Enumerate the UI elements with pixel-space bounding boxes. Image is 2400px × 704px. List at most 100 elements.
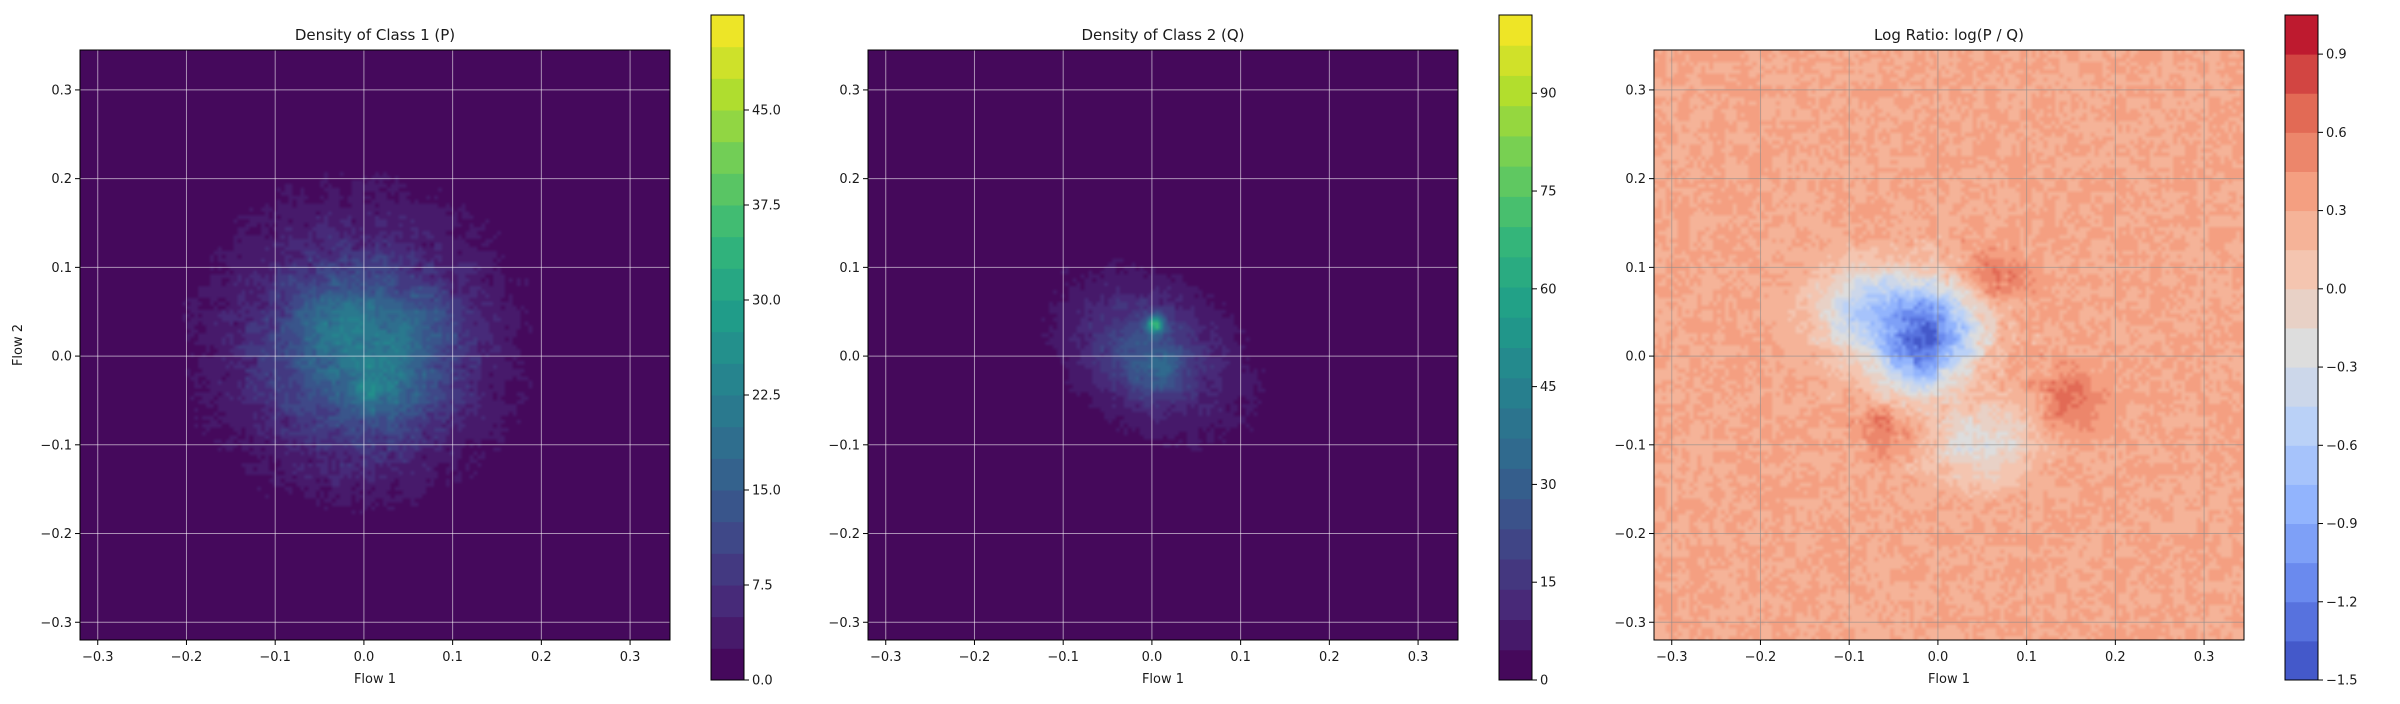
y-tick-label: 0.1 [839, 261, 860, 276]
colorbar-level [711, 585, 744, 618]
colorbar-level [711, 236, 744, 269]
x-tick-label: −0.3 [82, 650, 114, 665]
colorbar-tick-label: 7.5 [752, 579, 773, 594]
y-tick-label: 0.1 [51, 261, 72, 276]
x-tick-label: 0.1 [1230, 650, 1251, 665]
colorbar-tick-label: 45.0 [752, 104, 781, 119]
colorbar-level [1499, 15, 1532, 46]
colorbar-level [711, 110, 744, 143]
y-tick-label: 0.0 [1625, 350, 1646, 365]
x-tick-label: 0.1 [442, 650, 463, 665]
x-tick-label: −0.2 [1745, 650, 1777, 665]
colorbar-tick-label: 90 [1540, 87, 1557, 102]
colorbar-level [711, 46, 744, 79]
colorbar-level [2285, 562, 2318, 603]
colorbar-level [711, 331, 744, 364]
heatmap-image [868, 50, 1458, 640]
colorbar-level [2285, 210, 2318, 251]
colorbar-level [711, 15, 744, 48]
colorbar-level [711, 205, 744, 238]
colorbar-tick-label: 60 [1540, 282, 1557, 297]
colorbar-tick-label: 75 [1540, 185, 1557, 200]
colorbar-level [1499, 559, 1532, 590]
colorbar-tick-label: 45 [1540, 380, 1557, 395]
colorbar-level [1499, 135, 1532, 167]
colorbar-level [711, 616, 744, 649]
colorbar-level [711, 521, 744, 554]
x-axis-label: Flow 1 [354, 672, 396, 687]
y-tick-label: 0.3 [51, 83, 72, 98]
y-tick-label: −0.2 [1614, 527, 1646, 542]
colorbar-tick-label: −1.5 [2326, 674, 2358, 689]
y-tick-label: 0.3 [839, 83, 860, 98]
colorbar-level [2285, 249, 2318, 290]
colorbar-level [1499, 649, 1532, 681]
colorbar-level [1499, 407, 1532, 439]
x-tick-label: −0.1 [259, 650, 291, 665]
y-tick-label: 0.2 [51, 172, 72, 187]
colorbar-level [2285, 523, 2318, 564]
colorbar-level [1499, 287, 1532, 318]
colorbar-level [2285, 640, 2318, 681]
colorbar-level [1499, 256, 1532, 288]
y-tick-label: 0.0 [839, 350, 860, 365]
colorbar-tick-label: 22.5 [752, 389, 781, 404]
x-tick-label: 0.3 [2194, 650, 2215, 665]
colorbar-level [1499, 619, 1532, 651]
colorbar-tick-label: 0.0 [2326, 282, 2347, 297]
colorbar-level [1499, 347, 1532, 379]
colorbar-level [711, 363, 744, 396]
colorbar-tick-label: 0.3 [2326, 204, 2347, 219]
colorbar-level [1499, 75, 1532, 107]
colorbar-level [1499, 105, 1532, 137]
colorbar-level [2285, 445, 2318, 485]
y-tick-label: −0.3 [1614, 616, 1646, 631]
colorbar-level [2285, 367, 2318, 407]
y-tick-label: 0.1 [1625, 261, 1646, 276]
x-tick-label: 0.0 [354, 650, 375, 665]
colorbar-level [1499, 528, 1532, 560]
y-tick-label: 0.2 [839, 172, 860, 187]
colorbar-tick-label: 15.0 [752, 484, 781, 499]
y-tick-label: −0.2 [828, 527, 860, 542]
x-tick-label: −0.2 [959, 650, 991, 665]
colorbar-tick-label: −0.9 [2326, 517, 2358, 532]
y-axis-label: Flow 2 [11, 324, 26, 366]
y-tick-label: 0.3 [1625, 83, 1646, 98]
colorbar-level [711, 173, 744, 206]
colorbar-level [711, 141, 744, 174]
x-tick-label: 0.0 [1928, 650, 1949, 665]
heatmap-image [1654, 50, 2244, 640]
colorbar-tick-label: 0.0 [752, 674, 773, 689]
x-tick-label: 0.3 [1408, 650, 1429, 665]
chart-title: Density of Class 2 (Q) [1081, 26, 1244, 44]
y-tick-label: −0.2 [40, 527, 72, 542]
x-tick-label: −0.3 [870, 650, 902, 665]
colorbar-level [2285, 601, 2318, 642]
colorbar-level [1499, 377, 1532, 409]
x-tick-label: −0.3 [1656, 650, 1688, 665]
panel-density-class-2: Density of Class 2 (Q) Flow 1 −0.3 −0.2 −0… [828, 14, 1557, 689]
y-tick-label: 0.0 [51, 350, 72, 365]
colorbar-level [711, 426, 744, 459]
colorbar-tick-label: 30.0 [752, 294, 781, 309]
x-tick-label: 0.2 [2105, 650, 2126, 665]
colorbar-tick-label: 0.6 [2326, 126, 2347, 141]
chart-title: Log Ratio: log(P / Q) [1874, 26, 2024, 44]
x-tick-label: 0.1 [2016, 650, 2037, 665]
colorbar-level [711, 458, 744, 491]
colorbar-level [1499, 438, 1532, 469]
y-tick-label: −0.1 [828, 438, 860, 453]
colorbar-level [1499, 226, 1532, 258]
colorbar-level [711, 268, 744, 301]
x-tick-label: 0.0 [1142, 650, 1163, 665]
colorbar-tick-label: −0.3 [2326, 361, 2358, 376]
plot-frame [79, 49, 671, 641]
colorbar-tick-label: 0.9 [2326, 48, 2347, 63]
y-tick-label: −0.1 [40, 438, 72, 453]
colorbar-level [711, 553, 744, 586]
colorbar-frame [2284, 14, 2319, 681]
colorbar-frame [1498, 14, 1533, 681]
colorbar-level [2285, 54, 2318, 94]
